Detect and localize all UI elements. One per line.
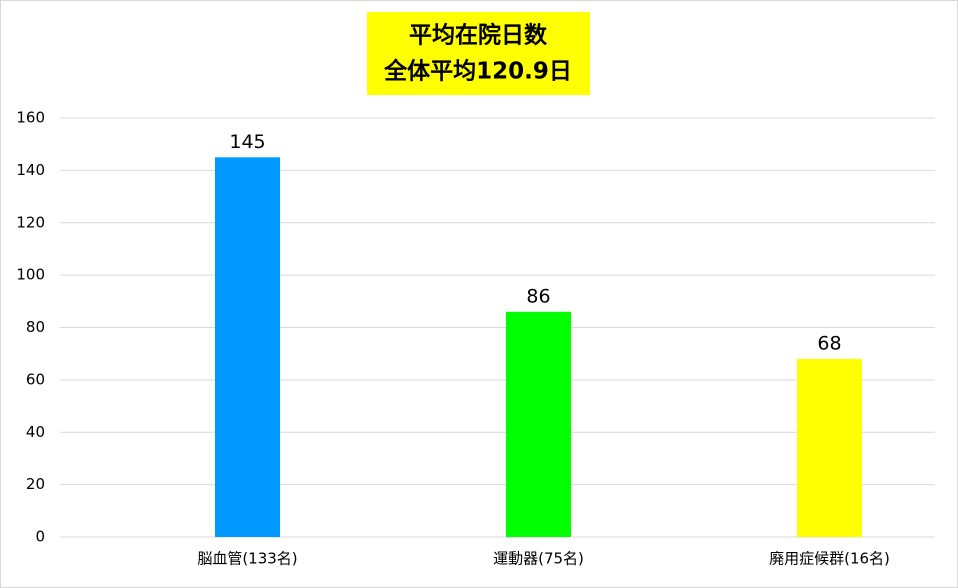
y-tick-label: 160 — [16, 109, 45, 127]
data-label: 145 — [229, 131, 265, 153]
chart-subtitle: 全体平均120.9日 — [383, 58, 572, 85]
data-label: 86 — [526, 285, 550, 307]
chart-title: 平均在院日数 — [409, 22, 548, 49]
y-tick-label: 60 — [26, 370, 45, 388]
bar — [797, 358, 862, 537]
x-tick-label: 運動器(75名) — [493, 550, 584, 568]
y-tick-label: 140 — [16, 161, 45, 179]
y-tick-label: 20 — [26, 475, 45, 493]
bar — [215, 157, 280, 537]
bar — [506, 311, 571, 537]
data-label: 68 — [817, 332, 841, 354]
y-tick-label: 120 — [16, 213, 45, 231]
title-box — [367, 12, 590, 95]
x-tick-label: 脳血管(133名) — [197, 550, 297, 568]
y-tick-label: 100 — [16, 266, 45, 284]
x-tick-label: 廃用症候群(16名) — [769, 550, 890, 568]
y-tick-label: 0 — [35, 528, 45, 546]
y-tick-label: 40 — [26, 423, 45, 441]
y-tick-label: 80 — [26, 318, 45, 336]
